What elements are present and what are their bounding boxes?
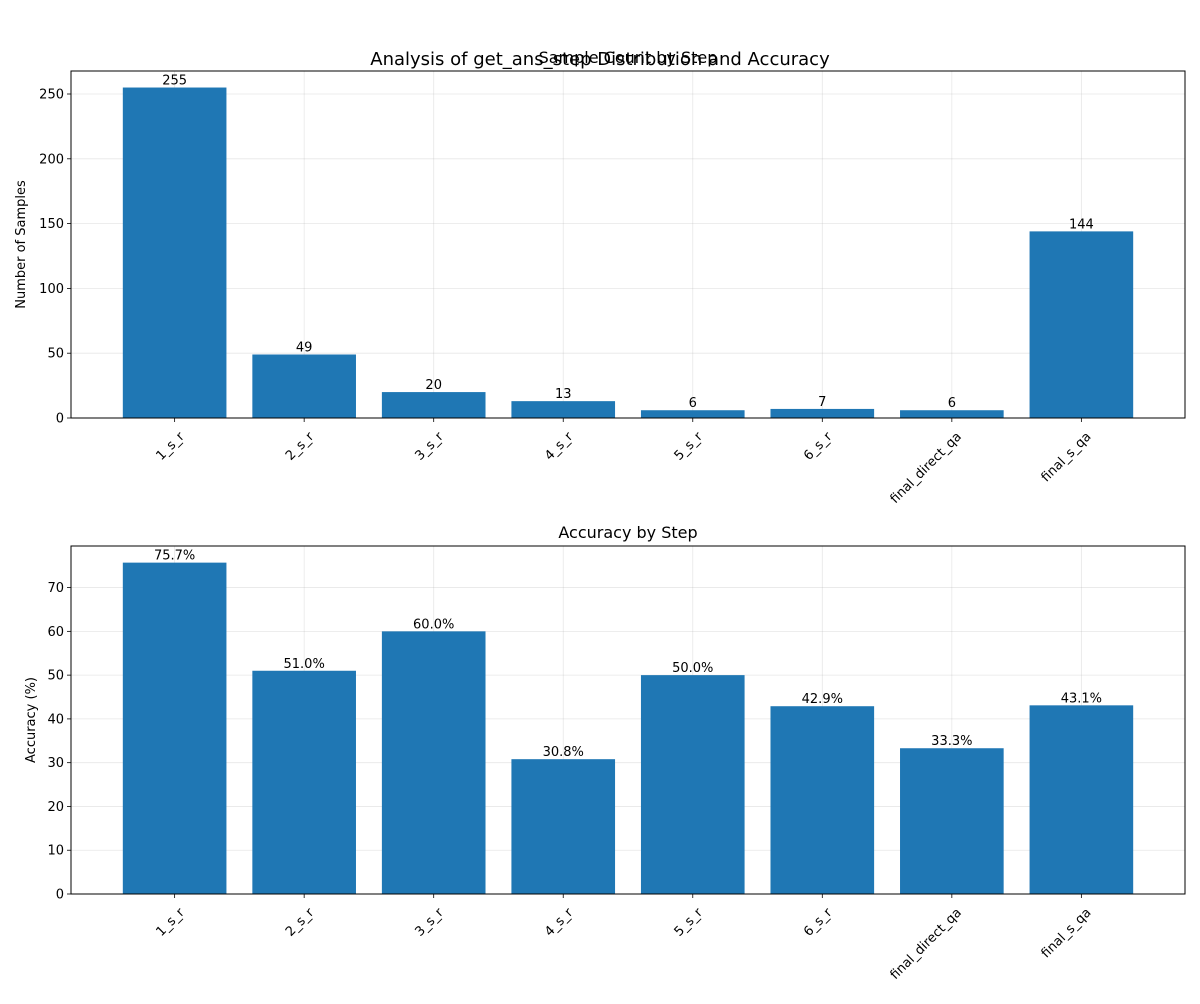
sample-count-title: Sample Count by Step <box>539 48 718 67</box>
sample-count-bar <box>770 408 875 418</box>
sample-count-bar-value-label: 49 <box>296 340 313 355</box>
sample-count-bar <box>381 392 486 418</box>
sample-count-plot-frame <box>70 70 1186 419</box>
sample-count-bar <box>1029 231 1134 418</box>
sample-count-bar <box>122 87 227 419</box>
accuracy-bar-value-label: 51.0% <box>284 657 325 672</box>
accuracy-ytick-label: 20 <box>47 800 64 815</box>
accuracy-bar <box>900 748 1004 894</box>
sample-count-ytick-label: 50 <box>47 347 64 362</box>
accuracy-bar-value-label: 42.9% <box>802 692 843 707</box>
accuracy-bar <box>122 562 227 894</box>
sample-count-bar <box>511 401 616 418</box>
sample-count-ytick-label: 100 <box>39 282 64 297</box>
accuracy-bar-value-label: 30.8% <box>543 745 584 760</box>
accuracy-ytick-label: 0 <box>56 888 64 903</box>
accuracy-title: Accuracy by Step <box>558 523 697 542</box>
accuracy-ytick-label: 10 <box>47 844 64 859</box>
sample-count-bar-value-label: 7 <box>818 395 826 410</box>
accuracy-bar <box>640 675 745 894</box>
sample-count-bar-value-label: 13 <box>555 387 572 402</box>
sample-count-bar-value-label: 20 <box>425 378 442 393</box>
accuracy-bar <box>511 759 616 894</box>
accuracy-ytick-label: 70 <box>47 581 64 596</box>
sample-count-bar-value-label: 6 <box>948 396 956 411</box>
accuracy-bar-value-label: 33.3% <box>931 734 972 749</box>
accuracy-bar <box>770 706 875 894</box>
sample-count-ylabel: Number of Samples <box>14 180 29 309</box>
sample-count-bar-value-label: 255 <box>162 74 187 89</box>
accuracy-ytick-label: 40 <box>47 712 64 727</box>
accuracy-plot-frame <box>70 545 1186 895</box>
accuracy-bar-value-label: 60.0% <box>413 617 454 632</box>
accuracy-bar-value-label: 50.0% <box>672 661 713 676</box>
sample-count-ytick-label: 150 <box>39 217 64 232</box>
accuracy-ytick-label: 50 <box>47 669 64 684</box>
accuracy-ytick-label: 60 <box>47 625 64 640</box>
accuracy-ylabel: Accuracy (%) <box>24 677 39 763</box>
sample-count-bar-value-label: 144 <box>1069 217 1094 232</box>
accuracy-bar-value-label: 75.7% <box>154 549 195 564</box>
accuracy-bar-value-label: 43.1% <box>1061 691 1102 706</box>
accuracy-bar <box>381 631 486 894</box>
accuracy-bar <box>1029 705 1134 894</box>
sample-count-ytick-label: 0 <box>56 412 64 427</box>
sample-count-ytick-label: 200 <box>39 152 64 167</box>
sample-count-bar <box>640 410 745 418</box>
figure-suptitle: Analysis of get_ans_step Distribution an… <box>370 49 830 70</box>
sample-count-bar <box>252 354 356 418</box>
sample-count-ytick-label: 250 <box>39 88 64 103</box>
accuracy-ytick-label: 30 <box>47 756 64 771</box>
accuracy-bar <box>252 670 356 894</box>
sample-count-bar <box>900 410 1004 418</box>
sample-count-bar-value-label: 6 <box>689 396 697 411</box>
